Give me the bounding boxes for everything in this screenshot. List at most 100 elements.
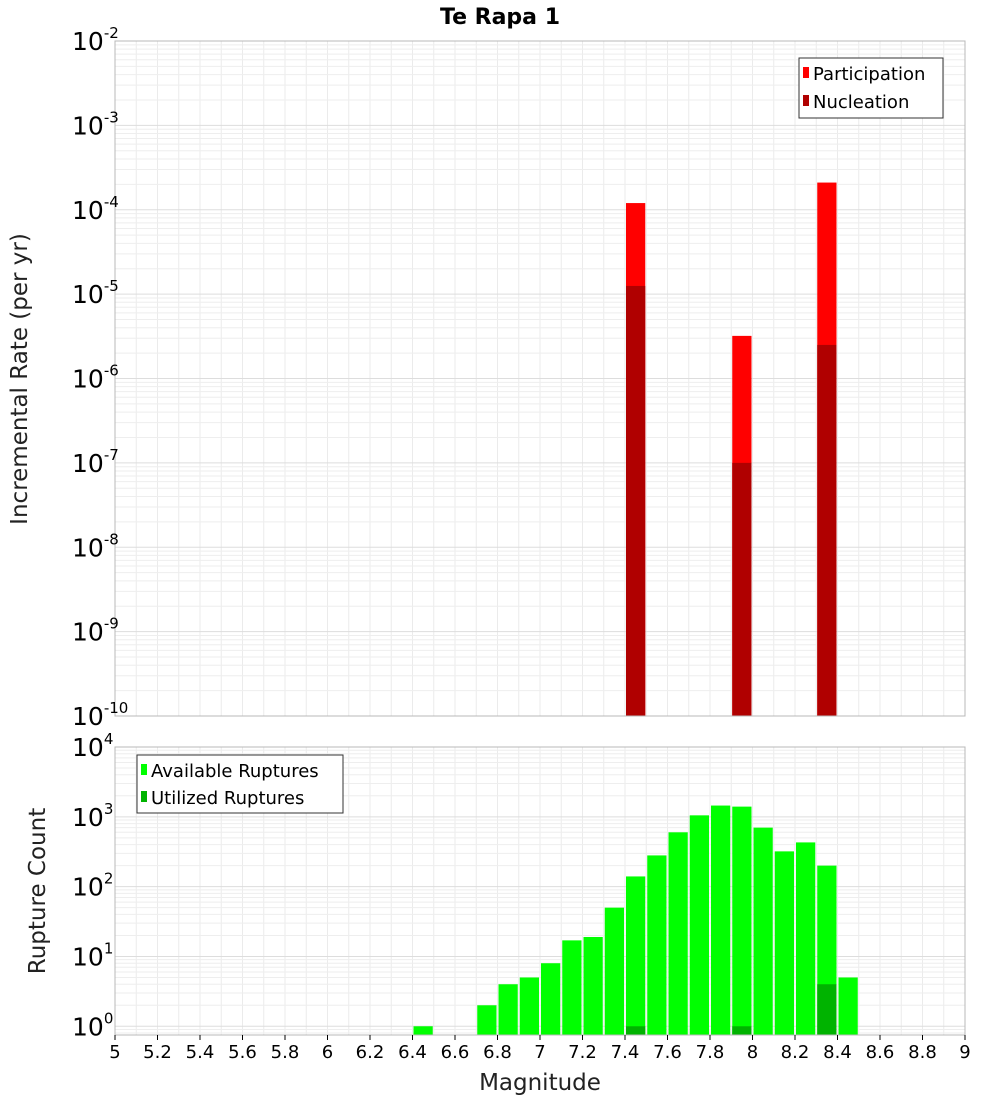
x-tick-label: 5.4 bbox=[186, 1042, 215, 1063]
y-tick-exponent: -3 bbox=[104, 108, 119, 126]
y-tick-exponent: 2 bbox=[104, 870, 114, 888]
count-y-axis-label: Rupture Count bbox=[25, 808, 51, 974]
available-ruptures-bar bbox=[796, 842, 816, 1035]
y-tick-exponent: 3 bbox=[104, 800, 114, 818]
y-tick-exponent: -2 bbox=[104, 24, 119, 42]
y-tick-base: 10 bbox=[72, 1012, 104, 1041]
x-tick-label: 8.6 bbox=[866, 1042, 895, 1063]
rate-gridlines bbox=[115, 40, 965, 717]
count-legend-box bbox=[136, 754, 344, 814]
y-tick-base: 10 bbox=[72, 111, 104, 140]
rate-plot: 10-210-310-410-510-610-710-810-910-10 In… bbox=[7, 24, 966, 731]
y-tick-exponent: -7 bbox=[104, 446, 119, 464]
available-ruptures-bar bbox=[689, 815, 709, 1035]
y-tick-base: 10 bbox=[72, 618, 104, 647]
available-ruptures-bar bbox=[583, 936, 603, 1035]
y-tick-label: 104 bbox=[72, 730, 113, 762]
available-ruptures-bar bbox=[477, 1005, 497, 1035]
x-tick-label: 8.4 bbox=[823, 1042, 852, 1063]
x-tick-label: 5 bbox=[109, 1042, 120, 1063]
x-tick-label: 6.2 bbox=[356, 1042, 385, 1063]
x-tick-label: 8.8 bbox=[908, 1042, 937, 1063]
available-ruptures-bar bbox=[413, 1026, 433, 1035]
x-tick-label: 8 bbox=[747, 1042, 758, 1063]
nucleation-legend-label: Nucleation bbox=[813, 92, 909, 113]
count-x-ticks: 5 5.2 5.4 5.6 5.8 6 6.2 6.4 6.6 6.8 7 7.2 7.4 7.6 7.8 8… bbox=[109, 1035, 971, 1063]
y-tick-label: 10-4 bbox=[72, 193, 119, 225]
available-ruptures-bar bbox=[604, 907, 624, 1035]
y-tick-exponent: -8 bbox=[104, 530, 119, 548]
x-tick-label: 5.2 bbox=[143, 1042, 172, 1063]
available-legend-label: Available Ruptures bbox=[151, 761, 319, 782]
x-tick-label: 6.4 bbox=[398, 1042, 427, 1063]
y-tick-base: 10 bbox=[72, 27, 104, 56]
y-tick-base: 10 bbox=[72, 803, 104, 832]
y-tick-label: 10-3 bbox=[72, 108, 119, 140]
y-tick-label: 10-8 bbox=[72, 530, 119, 562]
y-tick-base: 10 bbox=[72, 196, 104, 225]
y-tick-base: 10 bbox=[72, 280, 104, 309]
participation-legend-swatch bbox=[803, 67, 809, 78]
nucleation-legend-swatch bbox=[803, 95, 809, 106]
rate-y-axis-label: Incremental Rate (per yr) bbox=[7, 233, 33, 525]
utilized-ruptures-bar bbox=[626, 1026, 646, 1035]
y-tick-label: 101 bbox=[72, 939, 113, 971]
y-tick-base: 10 bbox=[72, 942, 104, 971]
y-tick-base: 10 bbox=[72, 365, 104, 394]
y-tick-label: 103 bbox=[72, 800, 113, 832]
x-tick-label: 9 bbox=[959, 1042, 970, 1063]
utilized-legend-label: Utilized Ruptures bbox=[151, 788, 304, 809]
y-tick-exponent: 4 bbox=[104, 730, 114, 748]
y-tick-base: 10 bbox=[72, 733, 104, 762]
x-tick-label: 7.6 bbox=[653, 1042, 682, 1063]
rate-plot-frame bbox=[114, 40, 966, 717]
count-bars bbox=[413, 805, 858, 1035]
available-ruptures-bar bbox=[753, 827, 773, 1035]
x-tick-label: 6 bbox=[322, 1042, 333, 1063]
available-ruptures-bar bbox=[626, 876, 646, 1035]
x-tick-label: 5.8 bbox=[271, 1042, 300, 1063]
y-tick-exponent: -9 bbox=[104, 615, 119, 633]
y-tick-label: 10-2 bbox=[72, 24, 119, 56]
rate-legend-box bbox=[798, 57, 944, 119]
available-ruptures-bar bbox=[668, 832, 688, 1035]
y-tick-exponent: -4 bbox=[104, 193, 119, 211]
rate-legend: Participation Nucleation bbox=[798, 57, 944, 119]
x-tick-label: 7 bbox=[534, 1042, 545, 1063]
y-tick-label: 10-6 bbox=[72, 362, 119, 394]
x-tick-label: 6.6 bbox=[441, 1042, 470, 1063]
x-tick-label: 6.8 bbox=[483, 1042, 512, 1063]
nucleation-bar bbox=[817, 344, 837, 716]
x-tick-label: 7.8 bbox=[696, 1042, 725, 1063]
y-tick-exponent: -10 bbox=[104, 699, 129, 717]
y-tick-exponent: -5 bbox=[104, 277, 119, 295]
available-ruptures-bar bbox=[838, 977, 858, 1035]
participation-legend-label: Participation bbox=[813, 64, 925, 85]
rate-y-ticks: 10-210-310-410-510-610-710-810-910-10 bbox=[72, 24, 128, 731]
y-tick-label: 10-10 bbox=[72, 699, 128, 731]
available-ruptures-bar bbox=[647, 855, 667, 1035]
available-ruptures-bar bbox=[711, 805, 731, 1035]
nucleation-bar bbox=[626, 285, 646, 716]
available-ruptures-bar bbox=[732, 806, 752, 1035]
y-tick-label: 100 bbox=[72, 1009, 113, 1041]
x-axis-label: Magnitude bbox=[479, 1070, 601, 1096]
x-tick-label: 7.4 bbox=[611, 1042, 640, 1063]
utilized-legend-swatch bbox=[141, 791, 147, 802]
x-tick-label: 7.2 bbox=[568, 1042, 597, 1063]
utilized-ruptures-bar bbox=[732, 1026, 752, 1035]
y-tick-exponent: 1 bbox=[104, 939, 114, 957]
chart-title: Te Rapa 1 bbox=[440, 5, 560, 30]
y-tick-base: 10 bbox=[72, 702, 104, 731]
x-tick-label: 5.6 bbox=[228, 1042, 257, 1063]
nucleation-bar bbox=[732, 462, 752, 716]
y-tick-label: 10-5 bbox=[72, 277, 119, 309]
y-tick-base: 10 bbox=[72, 449, 104, 478]
x-tick-label: 8.2 bbox=[781, 1042, 810, 1063]
available-ruptures-bar bbox=[774, 851, 794, 1035]
y-tick-label: 10-7 bbox=[72, 446, 119, 478]
available-ruptures-bar bbox=[498, 984, 518, 1035]
